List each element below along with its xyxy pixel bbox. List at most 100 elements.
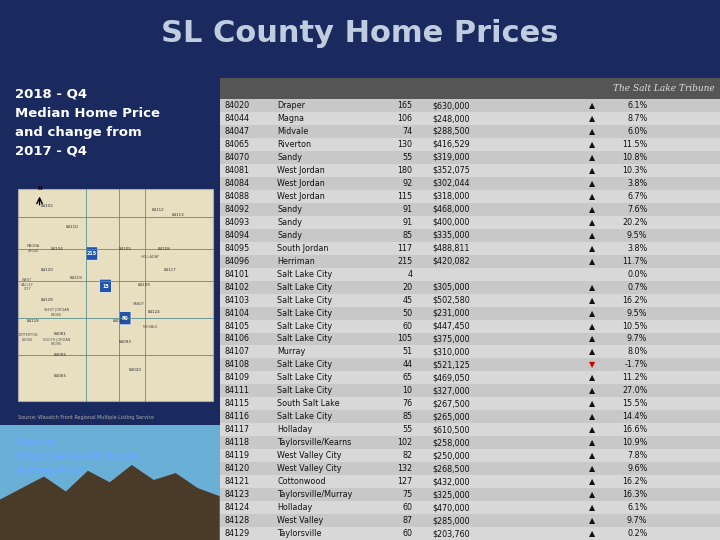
Text: $447,450: $447,450 <box>432 321 469 330</box>
Text: HOLLADAY: HOLLADAY <box>141 255 160 259</box>
FancyBboxPatch shape <box>0 424 220 540</box>
Text: 14.4%: 14.4% <box>622 413 647 421</box>
Text: 51: 51 <box>402 347 413 356</box>
Text: ▲: ▲ <box>590 295 595 305</box>
Polygon shape <box>0 465 220 540</box>
FancyBboxPatch shape <box>220 99 720 112</box>
Text: 84092: 84092 <box>225 205 250 214</box>
Text: 27.0%: 27.0% <box>622 386 647 395</box>
FancyBboxPatch shape <box>220 384 720 397</box>
Text: WEST JORDAN
84066: WEST JORDAN 84066 <box>44 308 69 316</box>
Text: $231,000: $231,000 <box>432 308 469 318</box>
Text: ▲: ▲ <box>590 231 595 240</box>
Text: $325,000: $325,000 <box>432 490 469 499</box>
Text: Holladay: Holladay <box>277 503 312 512</box>
Text: 6.1%: 6.1% <box>627 101 647 110</box>
FancyBboxPatch shape <box>220 151 720 164</box>
Text: ▲: ▲ <box>590 334 595 343</box>
Text: 10.8%: 10.8% <box>622 153 647 162</box>
Text: 16.3%: 16.3% <box>622 490 647 499</box>
Text: 74: 74 <box>402 127 413 136</box>
Text: Taylorsville/Murray: Taylorsville/Murray <box>277 490 353 499</box>
FancyBboxPatch shape <box>220 436 720 449</box>
Text: ▲: ▲ <box>590 503 595 512</box>
FancyBboxPatch shape <box>220 242 720 255</box>
Text: 84093: 84093 <box>119 340 132 344</box>
Text: 215: 215 <box>397 256 413 266</box>
FancyBboxPatch shape <box>220 229 720 242</box>
Text: ▲: ▲ <box>590 426 595 434</box>
Text: $420,082: $420,082 <box>432 256 469 266</box>
Text: 20: 20 <box>402 282 413 292</box>
Text: 84129: 84129 <box>225 529 250 538</box>
Text: $488,811: $488,811 <box>433 244 469 253</box>
Text: 84044: 84044 <box>225 114 250 123</box>
FancyBboxPatch shape <box>220 216 720 229</box>
Text: 115: 115 <box>397 192 413 201</box>
Text: $335,000: $335,000 <box>432 231 469 240</box>
Text: 2018 - Q4
Median Home Price
and change from
2017 - Q4: 2018 - Q4 Median Home Price and change f… <box>15 87 161 158</box>
Text: $352,075: $352,075 <box>432 166 469 175</box>
Text: WEST
VALLEY
CITY: WEST VALLEY CITY <box>21 278 34 291</box>
Text: Salt Lake City: Salt Lake City <box>277 269 332 279</box>
Text: 84119: 84119 <box>225 451 250 460</box>
Text: $610,500: $610,500 <box>432 426 469 434</box>
Text: 84081: 84081 <box>54 332 67 335</box>
Text: ▲: ▲ <box>590 282 595 292</box>
Text: ▲: ▲ <box>590 127 595 136</box>
Text: Riverton: Riverton <box>277 140 311 149</box>
Text: ▼: ▼ <box>590 360 595 369</box>
Text: 84109: 84109 <box>225 373 250 382</box>
Text: $375,000: $375,000 <box>432 334 469 343</box>
Text: 16.6%: 16.6% <box>622 426 647 434</box>
Text: ▲: ▲ <box>590 516 595 525</box>
Text: Taylorsville: Taylorsville <box>277 529 322 538</box>
Text: 9.7%: 9.7% <box>627 334 647 343</box>
Text: $268,500: $268,500 <box>432 464 469 473</box>
Text: West Jordan: West Jordan <box>277 166 325 175</box>
Text: 84095: 84095 <box>225 244 250 253</box>
Text: $288,500: $288,500 <box>432 127 469 136</box>
Text: ▲: ▲ <box>590 386 595 395</box>
Text: -1.7%: -1.7% <box>624 360 647 369</box>
FancyBboxPatch shape <box>220 501 720 514</box>
Text: Source: Wasatch Front Regional Multiple Listing Service: Source: Wasatch Front Regional Multiple … <box>17 415 153 420</box>
Text: 44: 44 <box>402 360 413 369</box>
Text: 117: 117 <box>397 244 413 253</box>
Text: MAGNA
84044: MAGNA 84044 <box>27 244 40 253</box>
Text: 84104: 84104 <box>50 247 63 251</box>
Text: 84101: 84101 <box>225 269 250 279</box>
Text: West Jordan: West Jordan <box>277 179 325 188</box>
Text: 84115: 84115 <box>225 400 250 408</box>
FancyBboxPatch shape <box>220 475 720 488</box>
Text: 84084: 84084 <box>225 179 250 188</box>
Text: 3.8%: 3.8% <box>627 244 647 253</box>
FancyBboxPatch shape <box>220 78 720 99</box>
Text: ▲: ▲ <box>590 529 595 538</box>
Text: Salt Lake City: Salt Lake City <box>277 295 332 305</box>
Text: SANDY: SANDY <box>132 302 145 306</box>
Text: 80: 80 <box>122 316 128 321</box>
Text: 127: 127 <box>397 477 413 486</box>
Text: Source:
https://www.sltrib.com
/homeprices/: Source: https://www.sltrib.com /homepric… <box>15 438 141 476</box>
Text: ▲: ▲ <box>590 373 595 382</box>
Text: West Valley: West Valley <box>277 516 323 525</box>
Text: Salt Lake City: Salt Lake City <box>277 360 332 369</box>
Text: 15.5%: 15.5% <box>622 400 647 408</box>
Text: $285,000: $285,000 <box>432 516 469 525</box>
Text: Magna: Magna <box>277 114 304 123</box>
Text: $469,050: $469,050 <box>432 373 469 382</box>
Text: 91: 91 <box>402 205 413 214</box>
Text: Salt Lake City: Salt Lake City <box>277 321 332 330</box>
Text: 84108: 84108 <box>158 247 171 251</box>
Text: $521,125: $521,125 <box>432 360 469 369</box>
Text: 84118: 84118 <box>27 319 40 323</box>
Text: Holladay: Holladay <box>277 426 312 434</box>
Text: 91: 91 <box>402 218 413 227</box>
Text: 6.0%: 6.0% <box>627 127 647 136</box>
Text: 102: 102 <box>397 438 413 447</box>
Text: $203,760: $203,760 <box>432 529 469 538</box>
FancyBboxPatch shape <box>17 189 213 402</box>
Text: 9.6%: 9.6% <box>627 464 647 473</box>
FancyBboxPatch shape <box>220 462 720 475</box>
